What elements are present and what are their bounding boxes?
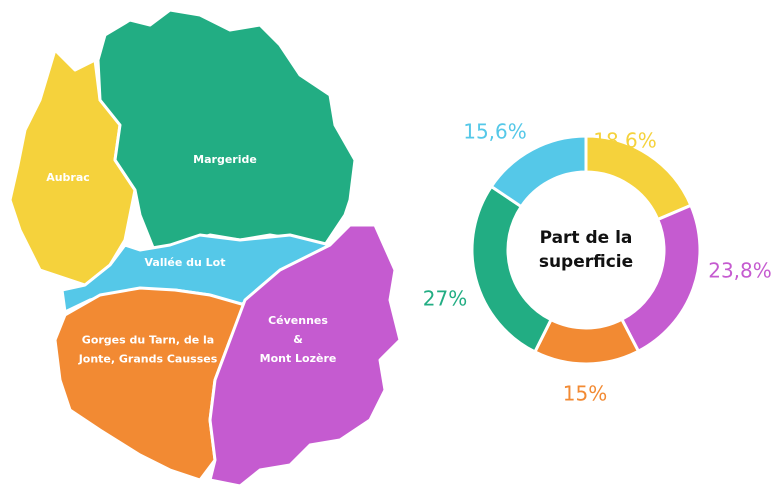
region-label: Gorges du Tarn, de la bbox=[82, 334, 214, 347]
region-label: & bbox=[293, 333, 303, 346]
value-label: 15% bbox=[563, 382, 607, 406]
region-label: Mont Lozère bbox=[260, 352, 337, 365]
donut-segment bbox=[489, 134, 588, 209]
value-label: 15,6% bbox=[463, 120, 527, 144]
region bbox=[96, 8, 357, 267]
region-label: Vallée du Lot bbox=[145, 256, 226, 269]
donut-segment bbox=[619, 203, 702, 354]
donut-segment bbox=[532, 317, 641, 366]
chart-title: Part de la bbox=[540, 228, 633, 248]
region-label: Jonte, Grands Causses bbox=[78, 353, 218, 366]
region-label: Margeride bbox=[193, 153, 257, 166]
region-label: Aubrac bbox=[46, 171, 90, 184]
value-label: 27% bbox=[423, 287, 467, 311]
value-label: 18,6% bbox=[593, 129, 657, 153]
region-label: Cévennes bbox=[268, 314, 328, 327]
value-label: 23,8% bbox=[708, 259, 772, 283]
region bbox=[208, 223, 402, 488]
chart-title: superficie bbox=[539, 252, 633, 272]
